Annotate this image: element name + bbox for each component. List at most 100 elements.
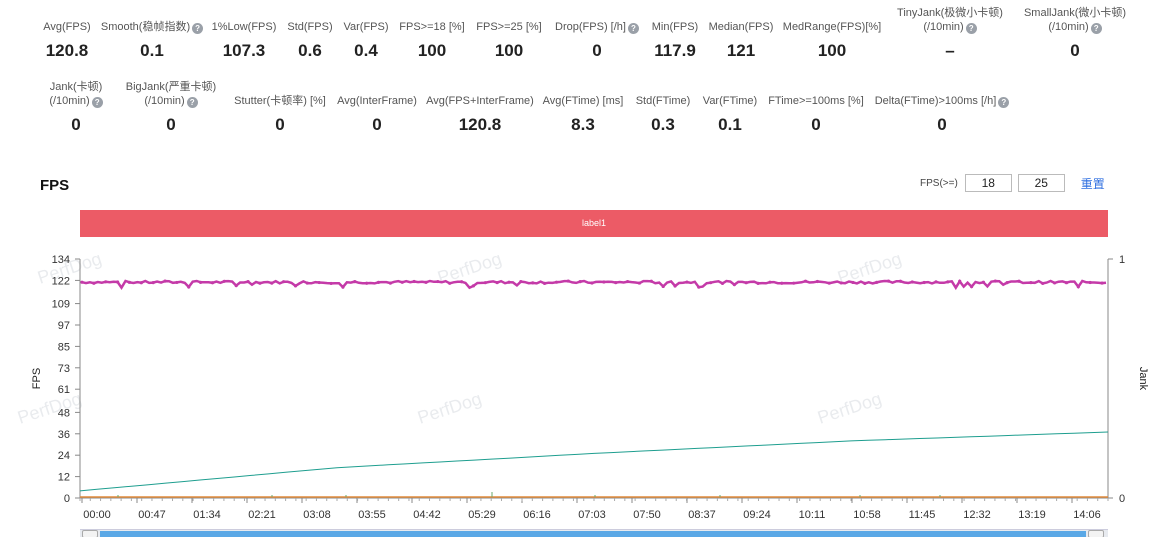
stat-label-text: Avg(FTime) [ms] [542, 95, 624, 107]
stat-r2-7: Var(FTime) 0.1 [660, 94, 800, 135]
fps-data-point [353, 280, 357, 284]
y2-tick-label: 1 [1119, 254, 1125, 266]
x-tick-label: 12:32 [963, 509, 991, 521]
fps-data-point [637, 281, 642, 285]
stat-r2-3: Avg(InterFrame) 0 [307, 94, 447, 135]
fps-threshold-input-2[interactable] [1017, 174, 1065, 192]
fps-data-point [80, 280, 84, 284]
trend-series-line [79, 431, 1109, 492]
fps-data-point [851, 280, 855, 285]
stat-r1-7: Drop(FPS) [/h]? 0 [527, 20, 667, 61]
watermark-text: PerfDog [815, 388, 884, 427]
help-icon[interactable]: ? [998, 97, 1010, 108]
stat-label: BigJank(严重卡顿) [101, 80, 241, 94]
help-icon[interactable]: ? [627, 23, 639, 34]
stat-label-unit: (/10min)? [880, 20, 1020, 34]
timeline-scroll-handle-right[interactable] [1088, 530, 1104, 537]
x-tick-label: 07:50 [633, 509, 661, 521]
timeline-scroll-handle-left[interactable] [82, 530, 98, 537]
stat-label-unit: (/10min)? [1005, 20, 1145, 34]
stat-label-unit-text: (/10min) [1048, 21, 1089, 33]
stat-label-text: FPS>=18 [%] [399, 21, 465, 33]
stat-label-text: 1%Low(FPS) [211, 21, 277, 33]
fps-data-point [993, 279, 997, 283]
help-icon[interactable]: ? [192, 23, 204, 34]
stat-label-text: Avg(FPS) [43, 21, 91, 33]
fps-data-point [780, 281, 784, 285]
x-tick-label: 10:58 [853, 509, 881, 521]
stat-label: FTime>=100ms [%] [746, 94, 886, 108]
timeline-scroll-thumb[interactable] [100, 531, 1086, 537]
fps-data-point [1088, 280, 1092, 285]
fps-data-point [792, 281, 796, 285]
stat-value: 8.3 [571, 115, 595, 134]
reset-button[interactable]: 重置 [1080, 176, 1105, 191]
x-tick-label: 04:42 [413, 509, 441, 521]
x-tick-label: 13:19 [1018, 509, 1046, 521]
fps-chart-title: FPS [40, 177, 70, 194]
stat-label: Avg(InterFrame) [307, 94, 447, 108]
x-tick-label: 00:00 [83, 509, 111, 521]
fps-data-point [626, 279, 630, 284]
stat-label: FPS>=25 [%] [439, 20, 579, 34]
fps-data-point [697, 285, 701, 289]
fps-data-point [104, 280, 108, 284]
stat-r2-5: Avg(FTime) [ms] 8.3 [513, 94, 653, 135]
stat-r1-10: MedRange(FPS)[%] 100 [762, 20, 902, 61]
fps-data-point [566, 279, 570, 283]
x-tick-label: 14:06 [1073, 509, 1101, 521]
y-tick-label: 48 [58, 407, 70, 419]
help-icon[interactable]: ? [965, 23, 977, 34]
fps-data-point [673, 284, 677, 288]
fps-data-point [969, 285, 974, 289]
fps-data-point [317, 280, 321, 285]
fps-data-point [412, 279, 416, 284]
help-icon[interactable]: ? [186, 97, 198, 108]
stat-r2-4: Avg(FPS+InterFrame) 120.8 [410, 94, 550, 135]
fps-data-point [519, 279, 523, 284]
fps-data-point [863, 281, 867, 285]
help-icon[interactable]: ? [1090, 23, 1102, 34]
x-tick-label: 05:29 [468, 509, 496, 521]
x-tick-label: 08:37 [688, 509, 716, 521]
stat-value: 0 [1070, 41, 1080, 60]
fps-data-point [732, 283, 736, 287]
fps-data-point [376, 280, 381, 284]
stat-value: 107.3 [222, 41, 266, 60]
fps-threshold-input-1[interactable] [964, 174, 1012, 192]
stat-label: MedRange(FPS)[%] [762, 20, 902, 34]
y-tick-label: 85 [58, 341, 70, 353]
stat-label-text: Delta(FTime)>100ms [/h] [874, 95, 997, 107]
stat-value: 100 [417, 41, 447, 60]
timeline-scrollbar[interactable] [80, 529, 1108, 537]
fps-data-point [1100, 281, 1104, 285]
stat-label-unit-text: (/10min) [923, 21, 964, 33]
fps-data-point [175, 280, 179, 285]
label-bar[interactable]: label1 [80, 210, 1108, 237]
fps-data-point [234, 283, 238, 288]
x-tick-label: 03:55 [358, 509, 386, 521]
stat-r1-9: Median(FPS) 121 [671, 20, 811, 61]
y2-tick-label: 0 [1119, 493, 1125, 505]
help-icon[interactable]: ? [91, 97, 103, 108]
fps-data-point [483, 281, 487, 285]
stat-label-unit-text: (/10min) [49, 95, 90, 107]
fps-data-point [424, 280, 428, 284]
stat-value: 120.8 [45, 41, 89, 60]
fps-data-point [910, 280, 914, 284]
y-tick-label: 12 [58, 472, 70, 484]
stat-value: 100 [817, 41, 847, 60]
stat-r1-1: Smooth(稳帧指数)? 0.1 [82, 20, 222, 61]
fps-data-point [92, 281, 96, 285]
fps-data-point [282, 280, 286, 284]
stat-r1-5: FPS>=18 [%] 100 [362, 20, 502, 61]
watermark-text: PerfDog [15, 388, 84, 427]
stat-value: 0.6 [298, 41, 322, 60]
stat-label-text: TinyJank(极微小卡顿) [897, 7, 1003, 19]
stat-r1-2: 1%Low(FPS) 107.3 [174, 20, 314, 61]
stat-r2-6: Std(FTime) 0.3 [593, 94, 733, 135]
stat-label: Delta(FTime)>100ms [/h]? [872, 94, 1012, 108]
fps-data-point [139, 281, 143, 285]
fps-data-point [341, 285, 345, 289]
